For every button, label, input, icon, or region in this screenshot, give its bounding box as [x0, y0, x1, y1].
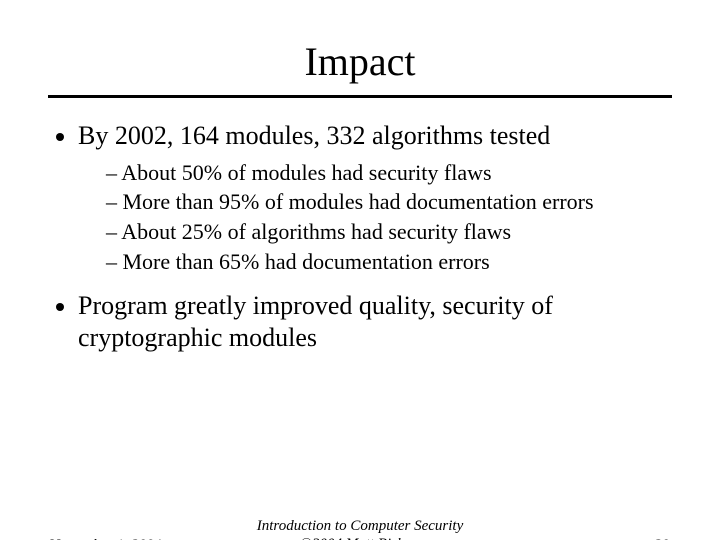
slide-footer: November 1, 2004 Introduction to Compute… [0, 517, 720, 540]
slide-title: Impact [0, 38, 720, 85]
footer-center-line2: ©2004 Matt Bishop [301, 536, 420, 540]
slide-content: By 2002, 164 modules, 332 algorithms tes… [50, 120, 670, 354]
bullet-item: By 2002, 164 modules, 332 algorithms tes… [78, 120, 670, 276]
sub-bullet-item: About 50% of modules had security flaws [106, 158, 670, 188]
sub-bullet-item: More than 65% had documentation errors [106, 247, 670, 277]
bullet-item: Program greatly improved quality, securi… [78, 290, 670, 353]
bullet-text: Program greatly improved quality, securi… [78, 291, 553, 352]
footer-center-line1: Introduction to Computer Security [257, 518, 464, 534]
bullet-list: By 2002, 164 modules, 332 algorithms tes… [50, 120, 670, 354]
sub-bullet-item: About 25% of algorithms had security fla… [106, 217, 670, 247]
sub-bullet-list: About 50% of modules had security flaws … [78, 158, 670, 277]
bullet-text: By 2002, 164 modules, 332 algorithms tes… [78, 121, 550, 150]
slide: Impact By 2002, 164 modules, 332 algorit… [0, 38, 720, 540]
sub-bullet-item: More than 95% of modules had documentati… [106, 187, 670, 217]
footer-center: Introduction to Computer Security ©2004 … [232, 517, 487, 540]
title-underline [48, 95, 672, 98]
